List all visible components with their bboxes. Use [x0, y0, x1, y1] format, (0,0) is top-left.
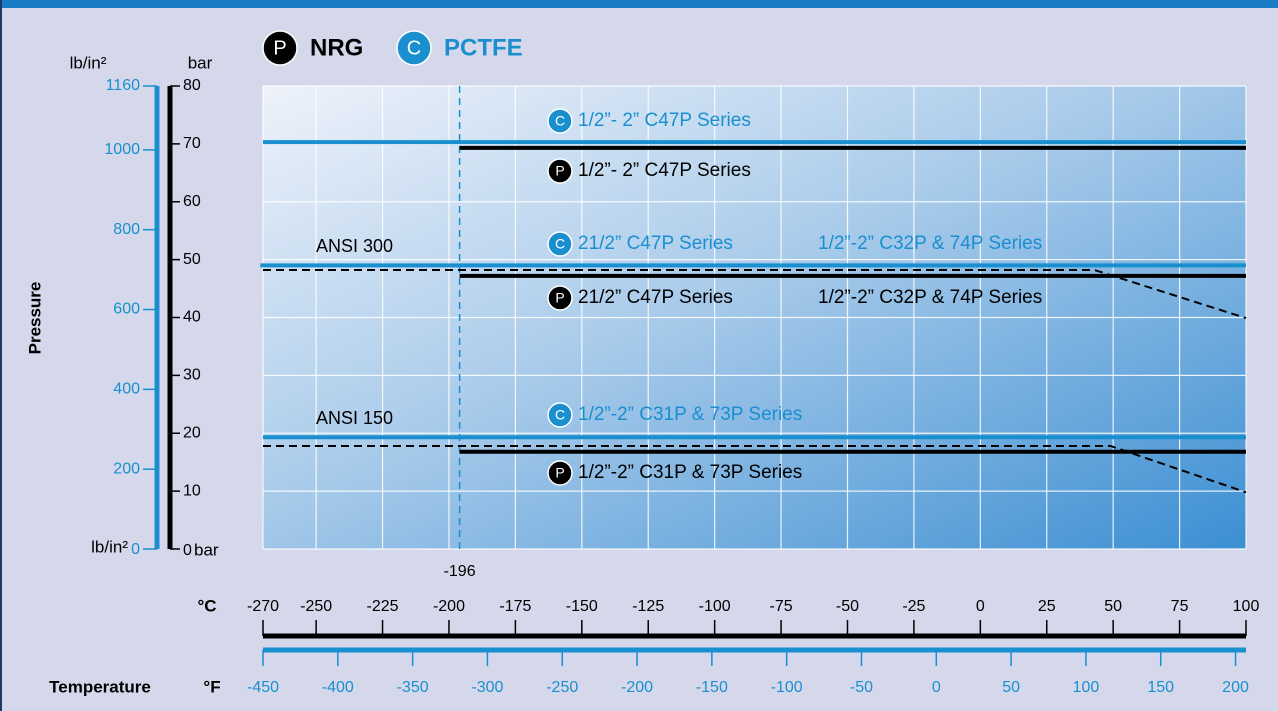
x2-tick-label: 200 [1222, 679, 1249, 696]
class-label: ANSI 300 [316, 236, 393, 256]
y2-tick-label: 50 [183, 251, 201, 268]
x2-tick-label: -100 [771, 679, 803, 696]
x2-tick-label: -450 [247, 679, 279, 696]
x-unit: °C [197, 596, 216, 615]
x-tick-label: 0 [976, 598, 985, 615]
x-tick-label: 100 [1233, 598, 1260, 615]
x2-tick-label: -300 [471, 679, 503, 696]
x-tick-label: -25 [902, 598, 925, 615]
x-tick-label: -50 [836, 598, 859, 615]
x2-unit: °F [203, 677, 220, 696]
x-tick-label: -250 [300, 598, 332, 615]
y2-tick-label: 80 [183, 77, 201, 94]
class-label: ANSI 150 [316, 408, 393, 428]
annotation: 1/2”- 2” C47P Series [578, 110, 751, 131]
annotation-badge-letter: C [555, 113, 565, 129]
annotation: 1/2”-2” C32P & 74P Series [818, 233, 1042, 254]
reference-label: -196 [444, 563, 476, 580]
y2-unit: bar [188, 53, 213, 72]
y2-tick-label: 30 [183, 367, 201, 384]
x-tick-label: -125 [632, 598, 664, 615]
x-axis-title: Temperature [49, 677, 151, 696]
y-tick-label: 1160 [106, 77, 141, 94]
annotation-badge-letter: P [555, 163, 564, 179]
y-tick-label: 0 [131, 541, 140, 558]
x-tick-label: -100 [699, 598, 731, 615]
y2-tick-label: 60 [183, 193, 201, 210]
top-band [0, 0, 1278, 8]
y-tick-label: 400 [113, 381, 140, 398]
y-axis-title: Pressure [25, 282, 44, 355]
x-tick-label: -75 [770, 598, 793, 615]
x-tick-label: -225 [367, 598, 399, 615]
y-tick-label: 800 [113, 221, 140, 238]
x2-tick-label: -250 [546, 679, 578, 696]
x2-tick-label: 150 [1147, 679, 1174, 696]
annotation-badge-letter: C [555, 236, 565, 252]
x-tick-label: 50 [1104, 598, 1122, 615]
annotation: 1/2”- 2” C47P Series [578, 160, 751, 181]
annotation-badge-letter: P [555, 290, 564, 306]
x2-tick-label: -150 [696, 679, 728, 696]
y-tick-label: 1000 [104, 141, 140, 158]
x2-tick-label: 0 [932, 679, 941, 696]
annotation: 1/2”-2” C31P & 73P Series [578, 404, 802, 425]
annotation: 21/2” C47P Series [578, 233, 733, 254]
chart: Pressure Temperature lb/in² bar lb/in² b… [0, 0, 1278, 711]
annotation: 21/2” C47P Series [578, 287, 733, 308]
annotation: 1/2”-2” C31P & 73P Series [578, 462, 802, 483]
x-tick-label: 75 [1171, 598, 1189, 615]
x2-tick-label: -400 [322, 679, 354, 696]
y2-tick-label: 70 [183, 135, 201, 152]
x2-tick-label: -50 [850, 679, 873, 696]
x2-tick-label: -350 [397, 679, 429, 696]
y-unit: lb/in² [91, 537, 128, 556]
legend-badge-letter: P [273, 37, 286, 59]
y-unit: lb/in² [70, 53, 107, 72]
y2-tick-label: 10 [183, 482, 201, 499]
x2-tick-label: 50 [1002, 679, 1020, 696]
y2-unit: bar [194, 540, 219, 559]
x-tick-label: -150 [566, 598, 598, 615]
annotation: 1/2”-2” C32P & 74P Series [818, 287, 1042, 308]
y2-tick-label: 0 [183, 542, 192, 559]
x2-tick-label: -200 [621, 679, 653, 696]
x2-tick-label: 100 [1073, 679, 1100, 696]
annotation-badge-letter: P [555, 465, 564, 481]
x-tick-label: -270 [247, 598, 279, 615]
legend-label: NRG [310, 34, 363, 61]
x-tick-label: -175 [499, 598, 531, 615]
left-border [0, 0, 2, 711]
annotation-badge-letter: C [555, 407, 565, 423]
y-tick-label: 200 [113, 460, 140, 477]
x-tick-label: -200 [433, 598, 465, 615]
y2-tick-label: 20 [183, 424, 201, 441]
y2-tick-label: 40 [183, 309, 201, 326]
x-tick-label: 25 [1038, 598, 1056, 615]
legend-badge-letter: C [407, 37, 421, 59]
y-tick-label: 600 [113, 301, 140, 318]
legend-label: PCTFE [444, 34, 523, 61]
